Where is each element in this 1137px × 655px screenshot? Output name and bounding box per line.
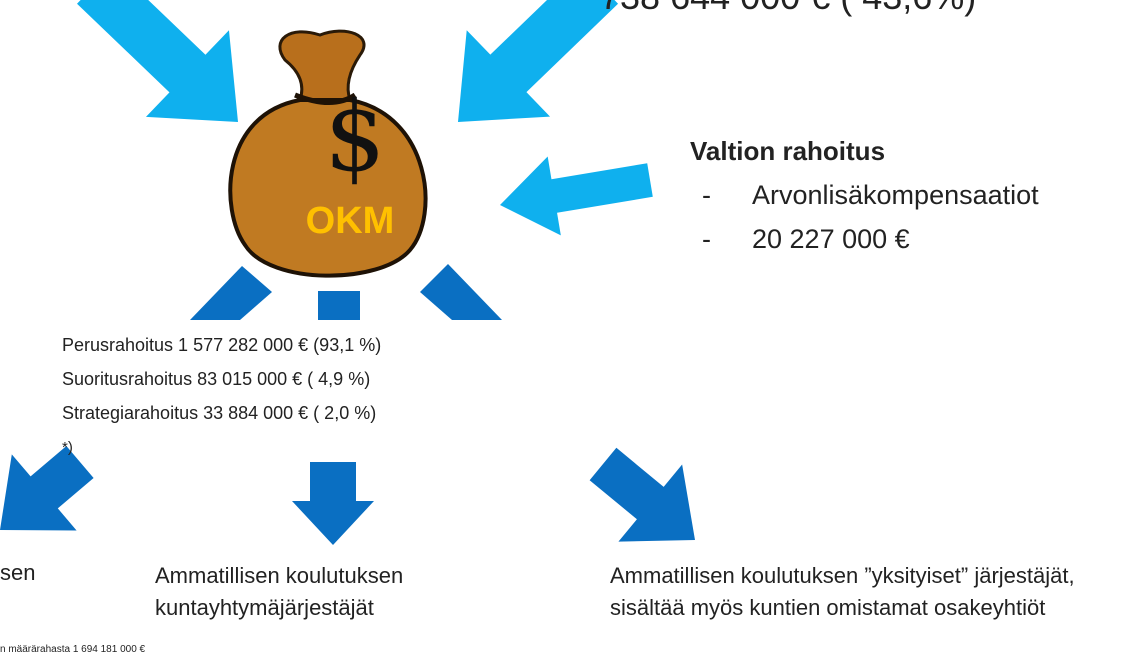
funding-line: Suoritusrahoitus 83 015 000 € ( 4,9 %) [62, 369, 370, 390]
bottom-note: n määrärahasta 1 694 181 000 € [0, 644, 145, 655]
arrow [500, 157, 653, 236]
arrow [77, 0, 238, 122]
arrow [458, 0, 618, 122]
footnote-mark: *) [62, 439, 73, 456]
bag-label: OKM [306, 200, 395, 243]
dollar-sign: $ [324, 81, 385, 193]
arrow [292, 462, 374, 545]
slide: $ 738 644 000 € ( 43,6%) OKM Valtion rah… [0, 0, 1137, 655]
arrow [420, 264, 502, 320]
arrow [590, 448, 695, 542]
arrow [318, 291, 360, 320]
recipient: Ammatillisen koulutuksen ”yksityiset” jä… [610, 560, 1137, 624]
recipient: Ammatillisen koulutuksen kuntayhtymäjärj… [155, 560, 475, 624]
funding-line: Perusrahoitus 1 577 282 000 € (93,1 %) [62, 335, 381, 356]
artwork: $ [0, 0, 1137, 655]
bullet: - [702, 224, 711, 255]
state-funding-item: 20 227 000 € [752, 224, 910, 255]
state-funding-item: Arvonlisäkompensaatiot [752, 180, 1039, 211]
top-amount: 738 644 000 € ( 43,6%) [600, 0, 976, 18]
state-funding-title: Valtion rahoitus [690, 136, 885, 167]
recipient: sen [0, 560, 35, 586]
arrow [190, 266, 272, 320]
arrow [0, 446, 94, 531]
bullet: - [702, 180, 711, 211]
funding-line: Strategiarahoitus 33 884 000 € ( 2,0 %) [62, 403, 376, 424]
